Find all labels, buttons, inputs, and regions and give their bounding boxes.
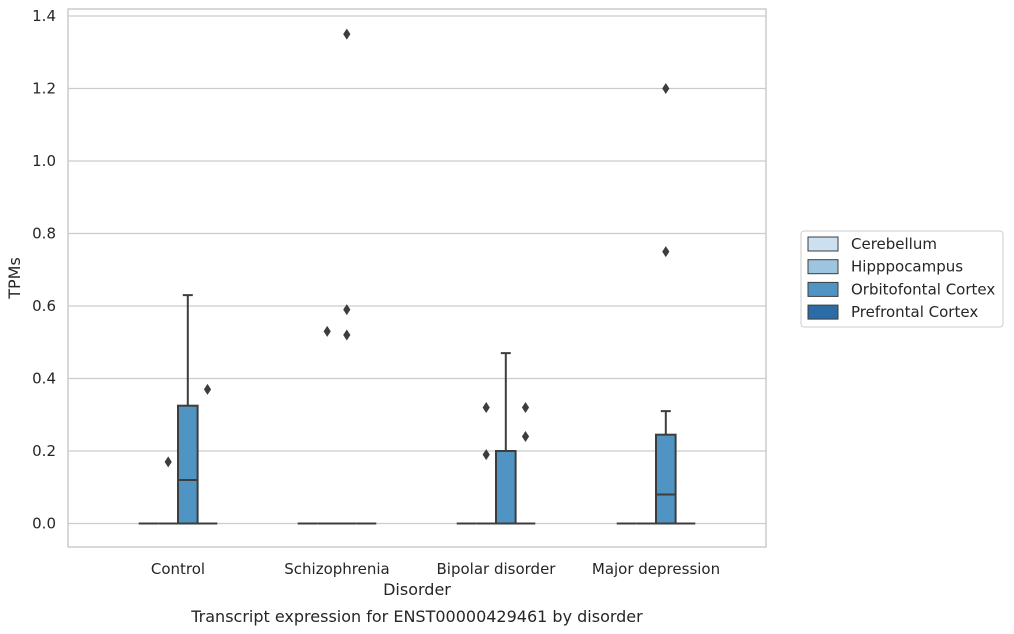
x-axis-title: Disorder (383, 580, 451, 599)
y-tick-label: 0.4 (32, 370, 56, 388)
box (177, 404, 199, 525)
outlier-point (482, 402, 490, 413)
legend-label: Cerebellum (851, 235, 937, 253)
outlier-point (323, 325, 331, 337)
outlier-point (521, 402, 530, 413)
outlier-point (521, 431, 530, 442)
series-prefrontal-cortex (197, 383, 696, 525)
series-orbitofontal-cortex (177, 28, 677, 525)
box-series (138, 28, 696, 525)
y-tick-label: 1.0 (32, 152, 56, 170)
legend-swatch (807, 259, 839, 275)
chart-caption: Transcript expression for ENST0000042946… (190, 607, 643, 626)
legend-frame (800, 230, 1004, 328)
x-tick-label: Schizophrenia (284, 560, 389, 578)
outlier-point (662, 83, 670, 94)
outlier-point (482, 449, 490, 461)
legend: Cerebellum Hipppocampus Orbitofontal Corte… (800, 230, 1004, 328)
y-tick-label: 0.2 (32, 442, 56, 460)
outlier-point (343, 329, 351, 341)
y-tick-label: 1.4 (32, 7, 56, 25)
x-tick-labels: Control Schizophrenia Bipolar disorder Majo… (151, 560, 720, 578)
legend-label: Orbitofontal Cortex (851, 280, 995, 298)
outlier-point (343, 304, 351, 316)
x-tick-label: Control (151, 560, 205, 578)
legend-swatch (807, 304, 839, 320)
outlier-point (164, 456, 172, 468)
x-tick-label: Major depression (592, 560, 720, 578)
x-tick-label: Bipolar disorder (437, 560, 557, 578)
legend-swatch (807, 281, 839, 297)
plot-frame (67, 8, 767, 548)
outlier-point (203, 383, 212, 395)
y-tick-label: 1.2 (32, 80, 56, 98)
box (495, 450, 517, 525)
y-tick-label: 0.8 (32, 225, 56, 243)
legend-label: Prefrontal Cortex (851, 303, 978, 321)
outlier-point (662, 246, 670, 258)
y-axis-title: TPMs (5, 257, 24, 300)
y-tick-labels: 0.0 0.2 0.4 0.6 0.8 1.0 1.2 1.4 (32, 7, 56, 533)
series-hipppocampus (158, 325, 656, 525)
y-tick-label: 0.6 (32, 297, 56, 315)
y-tick-label: 0.0 (32, 515, 56, 533)
legend-label: Hipppocampus (851, 258, 963, 276)
legend-swatch (807, 236, 839, 252)
box (655, 433, 677, 525)
outlier-point (343, 28, 351, 40)
